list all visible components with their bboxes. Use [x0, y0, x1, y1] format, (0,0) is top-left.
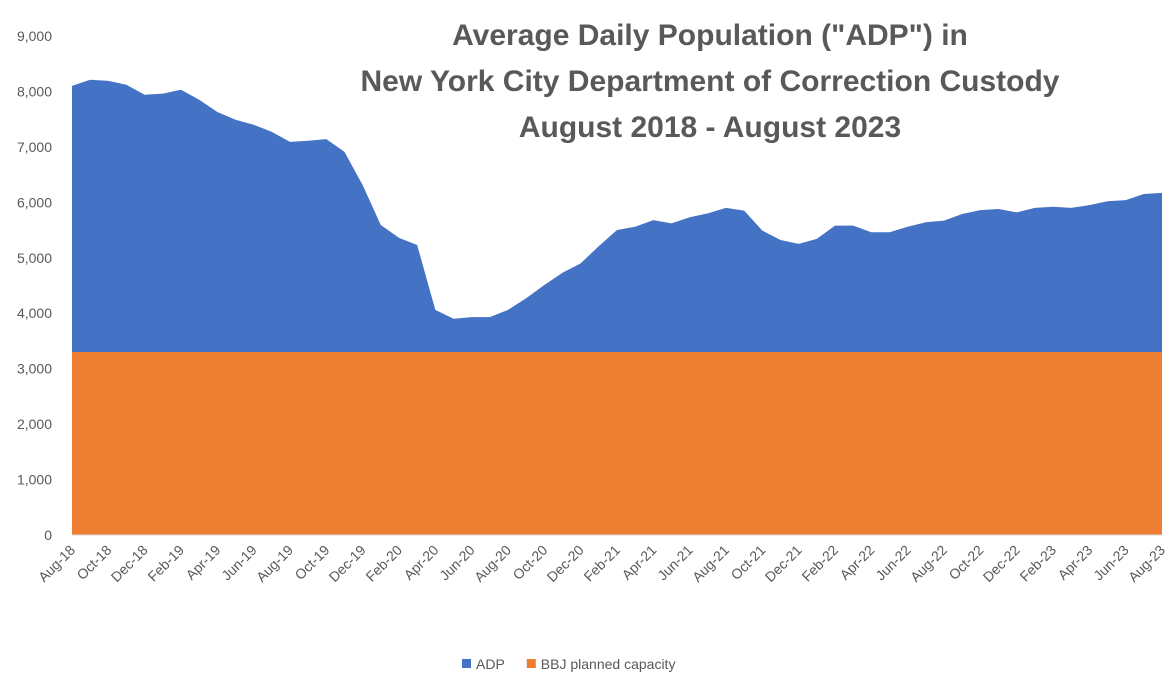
x-tick-label: Dec-22 — [980, 542, 1023, 585]
x-tick-label: Feb-21 — [580, 542, 623, 585]
x-tick-label: Oct-19 — [291, 542, 332, 583]
x-tick-label: Dec-19 — [326, 542, 369, 585]
x-tick-label: Aug-18 — [35, 542, 78, 585]
x-tick-label: Dec-21 — [762, 542, 805, 585]
y-tick-label: 8,000 — [17, 83, 52, 99]
x-tick-label: Oct-21 — [727, 542, 768, 583]
chart-title: August 2018 - August 2023 — [519, 111, 901, 144]
y-tick-label: 2,000 — [17, 416, 52, 432]
x-tick-label: Feb-23 — [1016, 542, 1059, 585]
x-tick-label: Aug-20 — [471, 542, 514, 585]
x-tick-label: Feb-19 — [144, 542, 187, 585]
y-tick-label: 9,000 — [17, 28, 52, 44]
y-tick-label: 1,000 — [17, 472, 52, 488]
y-tick-label: 6,000 — [17, 194, 52, 210]
y-tick-label: 3,000 — [17, 361, 52, 377]
x-tick-label: Dec-20 — [544, 542, 587, 585]
chart-title: Average Daily Population ("ADP") in — [452, 19, 968, 52]
x-tick-label: Jun-23 — [1090, 542, 1132, 584]
legend-label: ADP — [476, 656, 505, 672]
y-tick-label: 7,000 — [17, 139, 52, 155]
x-tick-label: Apr-21 — [618, 542, 659, 583]
x-tick-label: Oct-18 — [73, 542, 114, 583]
legend-swatch — [526, 659, 536, 668]
x-tick-label: Aug-19 — [253, 542, 296, 585]
x-tick-label: Apr-23 — [1054, 542, 1095, 583]
area — [72, 352, 1162, 535]
x-tick-label: Jun-22 — [872, 542, 914, 584]
legend-swatch — [462, 659, 471, 668]
x-tick-label: Apr-19 — [182, 542, 223, 583]
x-tick-label: Apr-22 — [836, 542, 877, 583]
legend-label: BBJ planned capacity — [541, 656, 676, 672]
y-tick-label: 4,000 — [17, 305, 52, 321]
x-tick-label: Jun-20 — [436, 542, 478, 584]
x-tick-label: Aug-22 — [907, 542, 950, 585]
x-tick-label: Dec-18 — [108, 542, 151, 585]
x-tick-label: Jun-19 — [218, 542, 260, 584]
x-tick-label: Oct-22 — [945, 542, 986, 583]
x-tick-label: Aug-23 — [1125, 542, 1168, 585]
x-tick-label: Feb-22 — [798, 542, 841, 585]
x-tick-label: Apr-20 — [400, 542, 441, 583]
y-tick-label: 0 — [44, 527, 52, 543]
x-tick-label: Aug-21 — [689, 542, 732, 585]
y-tick-label: 5,000 — [17, 250, 52, 266]
x-tick-label: Jun-21 — [654, 542, 696, 584]
x-tick-label: Oct-20 — [509, 542, 550, 583]
x-tick-label: Feb-20 — [362, 542, 405, 585]
chart-title: New York City Department of Correction C… — [361, 65, 1060, 98]
